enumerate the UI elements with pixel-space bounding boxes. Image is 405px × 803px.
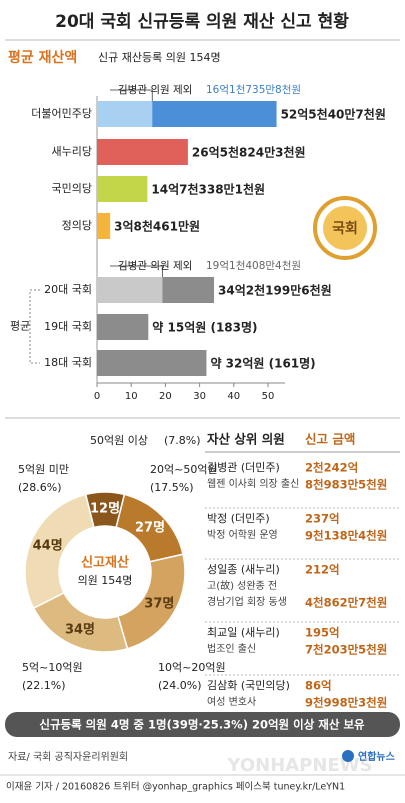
bar-value-label: 14억7천338만1천원 [151,182,265,197]
category-label: 50억원 이상 [90,434,148,447]
segment-label: 37명 [144,595,174,611]
x-tick-label: 30 [193,391,206,402]
member-name: 박정 (더민주) [207,512,270,525]
share-label: (17.5%) [150,481,194,494]
bar [97,314,149,340]
bar-subtitle: 신규 재산등록 의원 154명 [98,51,221,64]
donut-subtitle: 의원 154명 [78,574,133,587]
category-label: 10억~20억원 [158,661,226,674]
member-desc: 고(故) 성완종 전 [207,579,277,592]
bar-value-label: 3억8천461만원 [114,219,200,234]
category-label: 19대 국회 [44,320,92,333]
excluded-bar [97,101,153,127]
segment-label: 27명 [135,519,165,535]
member-name: 성일종 (새누리) [207,562,280,576]
share-label: (24.0%) [158,679,202,692]
x-tick-label: 40 [227,391,240,402]
amount: 195억 [305,626,340,640]
logo-mark [342,750,354,762]
annotation-value: 16억1천735만8천원 [206,84,301,96]
watermark: YONHAPNEWS [226,755,372,776]
member-desc: 법조인 출신 [207,643,256,655]
banner: 신규등록 의원 4명 중 1명(39명·25.3%) 20억원 이상 재산 보유 [39,718,365,732]
amount: 8천983만5천원 [305,478,387,492]
member-name: 김병관 (더민주) [207,461,280,474]
bar-value-label: 26억5천824만3천원 [192,145,306,160]
category-label: 18대 국회 [44,356,92,369]
category-label: 5억~10억원 [22,661,83,674]
category-label: 더불어민주당 [31,107,92,120]
emblem-text: 국회 [332,221,358,237]
x-tick-label: 20 [159,391,172,402]
category-label: 20억~50억원 [150,463,218,476]
category-label: 20대 국회 [44,283,92,296]
table-header: 자산 상위 의원 [207,432,285,447]
amount: 9천998만3천원 [305,696,387,710]
amount: 2천242억 [305,461,358,475]
bar-value-label: 약 15억원 (183명) [152,320,257,335]
group-label: 평균 [10,320,30,333]
annotation-label: 김병관 의원 제외 [118,84,192,96]
share-label: (28.6%) [18,481,62,494]
donut-segment [24,493,95,610]
member-name: 김삼화 (국민의당) [207,679,290,692]
bar [97,213,111,239]
amount: 86억 [305,679,332,693]
amount: 237억 [305,512,340,526]
member-desc: 박정 어학원 운영 [207,529,278,541]
credit: 이재윤 기자 / 20160826 트위터 @yonhap_graphics 페… [6,781,345,793]
x-tick-label: 50 [262,391,275,402]
annotation-value: 19억1천408만4천원 [206,260,301,272]
member-desc: 여성 변호사 [207,696,256,708]
bar-title: 평균 재산액 [8,49,77,66]
group-bracket [29,289,40,364]
bar-value-label: 34억2천199만6천원 [218,283,332,298]
banner-bg [5,712,400,737]
bar [97,350,207,376]
segment-label: 12명 [90,501,120,517]
share-label: (22.1%) [22,679,66,692]
member-desc: 경남기업 회장 동생 [207,595,287,608]
amount: 9천138만4천원 [305,529,387,543]
bar-value-label: 약 32억원 (161명) [210,356,315,371]
table-header: 신고 금액 [305,432,355,447]
segment-label: 44명 [33,537,63,553]
annotation-label: 김병관 의원 제외 [118,260,192,272]
x-tick-label: 0 [94,391,100,402]
excluded-bar [97,277,163,303]
amount: 4천862만7천원 [305,596,387,610]
amount: 7천203만5천원 [305,643,387,657]
category-label: 정의당 [62,219,92,232]
emblem [323,206,367,250]
share-label: (7.8%) [164,434,201,447]
member-desc: 웹젠 이사회 의장 출신 [207,478,299,490]
category-label: 국민의당 [52,182,92,195]
source: 자료/ 국회 공직자윤리위원회 [8,750,128,763]
title: 20대 국회 신규등록 의원 재산 신고 현황 [55,12,349,32]
logo: 연합뉴스 [358,750,395,763]
category-label: 새누리당 [52,145,92,158]
bar [97,176,148,202]
donut-title: 신고재산 [81,555,129,571]
segment-label: 34명 [65,621,95,637]
x-tick-label: 10 [125,391,138,402]
bar-value-label: 52억5천40만7천원 [281,107,386,122]
category-label: 5억원 미만 [18,463,69,476]
member-name: 최교일 (새누리) [207,625,280,639]
amount: 212억 [305,563,340,577]
bar [97,139,188,165]
